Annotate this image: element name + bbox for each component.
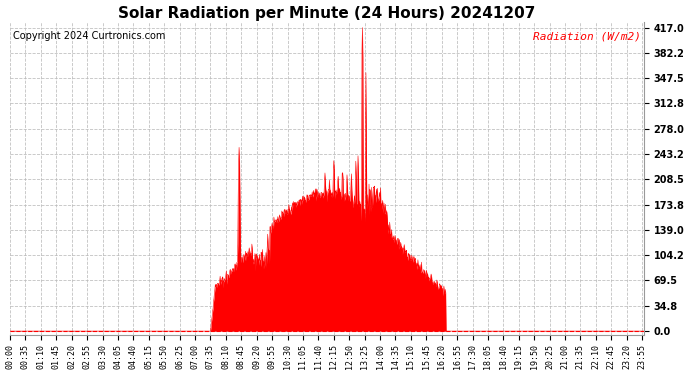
Text: Copyright 2024 Curtronics.com: Copyright 2024 Curtronics.com <box>13 31 166 41</box>
Text: Radiation (W/m2): Radiation (W/m2) <box>533 31 641 41</box>
Title: Solar Radiation per Minute (24 Hours) 20241207: Solar Radiation per Minute (24 Hours) 20… <box>118 6 535 21</box>
